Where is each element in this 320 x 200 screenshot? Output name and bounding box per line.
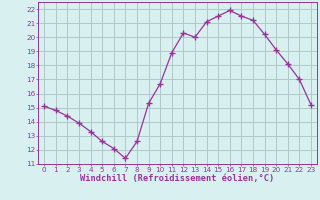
X-axis label: Windchill (Refroidissement éolien,°C): Windchill (Refroidissement éolien,°C) (80, 174, 275, 183)
